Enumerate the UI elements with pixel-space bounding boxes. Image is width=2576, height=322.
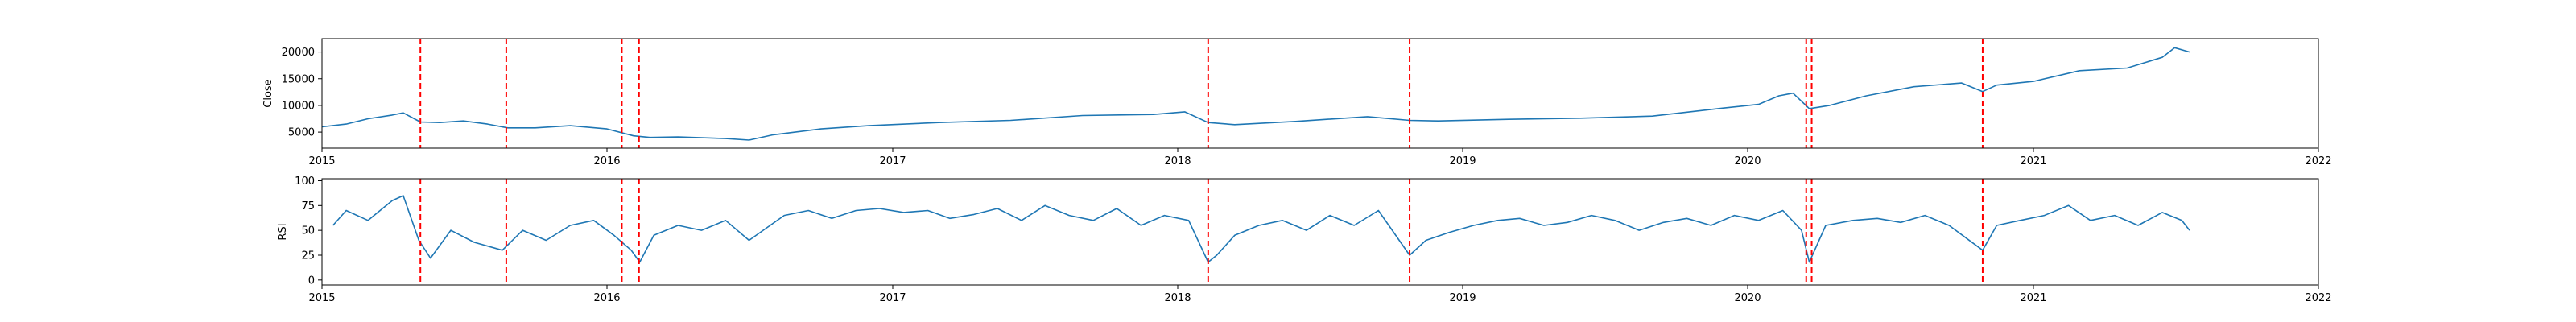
rsi-y-axis-label: RSI xyxy=(277,223,289,240)
x-tick-label: 2016 xyxy=(593,155,620,167)
rsi-axes-frame xyxy=(321,178,2319,286)
rsi-y-ticks: 0 25 50 75 100 xyxy=(295,175,322,287)
close-y-ticks: 5000 10000 15000 20000 xyxy=(282,47,322,139)
y-tick-label: 20000 xyxy=(282,47,315,59)
rsi-series-line xyxy=(332,195,2190,263)
close-price-panel: 2015 2016 2017 2018 2019 2020 2021 2022 5000 100… xyxy=(262,38,2332,167)
x-tick-label: 2018 xyxy=(1164,155,1191,167)
rsi-panel: 2015 2016 2017 2018 2019 2020 2021 2022 0 25 50 75… xyxy=(277,175,2332,304)
x-tick-label: 2015 xyxy=(308,292,335,304)
x-tick-label: 2021 xyxy=(2020,292,2046,304)
x-tick-label: 2017 xyxy=(879,155,906,167)
y-tick-label: 10000 xyxy=(282,100,315,112)
y-tick-label: 25 xyxy=(301,250,315,262)
rsi-plot-area xyxy=(332,179,2190,285)
close-x-ticks: 2015 2016 2017 2018 2019 2020 2021 2022 xyxy=(308,148,2332,167)
x-tick-label: 2019 xyxy=(1449,292,1476,304)
y-tick-label: 50 xyxy=(301,225,315,237)
close-y-axis-label: Close xyxy=(262,79,275,107)
rsi-x-ticks: 2015 2016 2017 2018 2019 2020 2021 2022 xyxy=(308,285,2332,304)
close-plot-area xyxy=(321,39,2190,148)
close-series-line xyxy=(321,47,2190,141)
y-tick-label: 75 xyxy=(301,200,315,213)
y-tick-label: 15000 xyxy=(282,73,315,85)
x-tick-label: 2020 xyxy=(1734,155,1761,167)
x-tick-label: 2019 xyxy=(1449,155,1476,167)
x-tick-label: 2022 xyxy=(2305,292,2331,304)
x-tick-label: 2021 xyxy=(2020,155,2046,167)
y-tick-label: 5000 xyxy=(288,127,315,139)
x-tick-label: 2015 xyxy=(308,155,335,167)
x-tick-label: 2022 xyxy=(2305,155,2331,167)
y-tick-label: 0 xyxy=(308,275,315,287)
x-tick-label: 2016 xyxy=(593,292,620,304)
x-tick-label: 2017 xyxy=(879,292,906,304)
y-tick-label: 100 xyxy=(295,175,315,188)
x-tick-label: 2020 xyxy=(1734,292,1761,304)
close-axes-frame xyxy=(321,38,2319,149)
x-tick-label: 2018 xyxy=(1164,292,1191,304)
